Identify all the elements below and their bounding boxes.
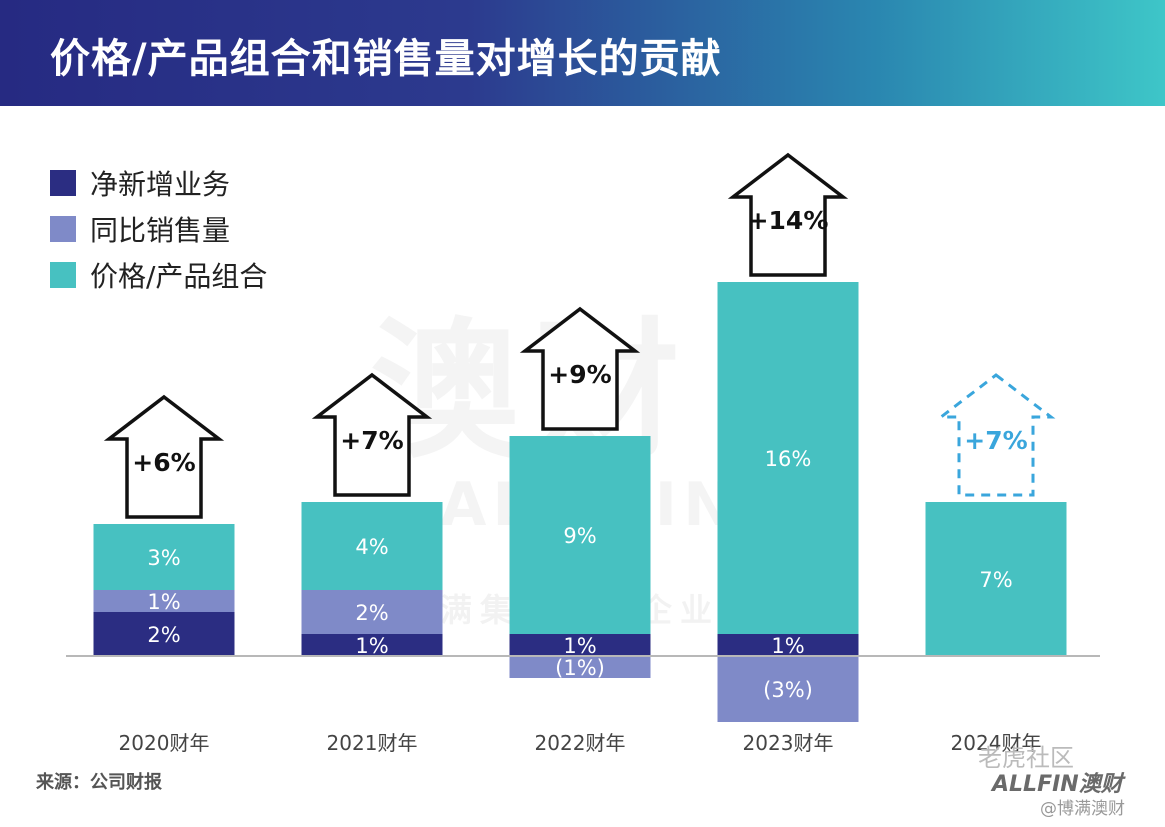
data-label: 1%	[563, 634, 596, 658]
bar-segment	[509, 656, 651, 678]
bar-segment	[301, 590, 443, 634]
bar-segment	[717, 634, 859, 656]
total-label: +7%	[964, 426, 1027, 455]
brand-logo: ALLFIN澳财	[992, 772, 1123, 797]
total-label: +7%	[340, 426, 403, 455]
data-label: 1%	[771, 634, 804, 658]
source-note: 来源：公司财报	[36, 772, 162, 793]
data-label: 2%	[147, 623, 180, 647]
bar-segment	[925, 502, 1067, 656]
data-label: 3%	[147, 546, 180, 570]
legend-swatch-same-store	[50, 216, 76, 242]
community-tag: 老虎社区	[978, 744, 1074, 772]
legend-swatch-price-mix	[50, 262, 76, 288]
data-label: (3%)	[763, 678, 813, 702]
data-label: 16%	[765, 447, 812, 471]
bar-segment	[93, 524, 235, 590]
x-tick-label: 2020财年	[119, 731, 210, 755]
bar-segment	[301, 634, 443, 656]
legend-label: 价格/产品组合	[90, 260, 268, 293]
legend: 净新增业务 同比销售量 价格/产品组合	[50, 160, 267, 298]
data-label: 4%	[355, 535, 388, 559]
legend-label: 同比销售量	[90, 214, 231, 247]
x-tick-label: 2021财年	[327, 731, 418, 755]
data-label: (1%)	[555, 656, 605, 680]
header-banner: 价格/产品组合和销售量对增长的贡献	[0, 0, 1165, 106]
total-label: +9%	[548, 360, 611, 389]
growth-arrow-icon	[103, 394, 225, 519]
bar-segment	[509, 634, 651, 656]
data-label: 7%	[979, 568, 1012, 592]
data-label: 2%	[355, 601, 388, 625]
data-label: 9%	[563, 524, 596, 548]
forecast-arrow-icon	[936, 373, 1056, 497]
legend-item-same-store: 同比销售量	[50, 206, 267, 252]
page-title: 价格/产品组合和销售量对增长的贡献	[50, 36, 722, 82]
total-label: +6%	[132, 448, 195, 477]
bar-segment	[509, 436, 651, 634]
bar-segment	[717, 656, 859, 722]
total-label: +14%	[748, 206, 829, 235]
growth-arrow-icon	[727, 152, 849, 277]
legend-item-price-mix: 价格/产品组合	[50, 252, 267, 298]
data-label: 1%	[147, 590, 180, 614]
bar-segment	[93, 612, 235, 656]
data-label: 1%	[355, 634, 388, 658]
legend-item-net-new: 净新增业务	[50, 160, 267, 206]
legend-label: 净新增业务	[90, 168, 231, 201]
growth-arrow-icon	[311, 372, 433, 497]
author-handle: @博满澳财	[1040, 799, 1125, 819]
bar-segment	[93, 590, 235, 612]
x-tick-label: 2024财年	[951, 731, 1042, 755]
growth-arrow-icon	[519, 306, 641, 431]
legend-swatch-net-new	[50, 170, 76, 196]
bar-segment	[301, 502, 443, 590]
bar-segment	[717, 282, 859, 634]
x-tick-label: 2023财年	[743, 731, 834, 755]
x-tick-label: 2022财年	[535, 731, 626, 755]
